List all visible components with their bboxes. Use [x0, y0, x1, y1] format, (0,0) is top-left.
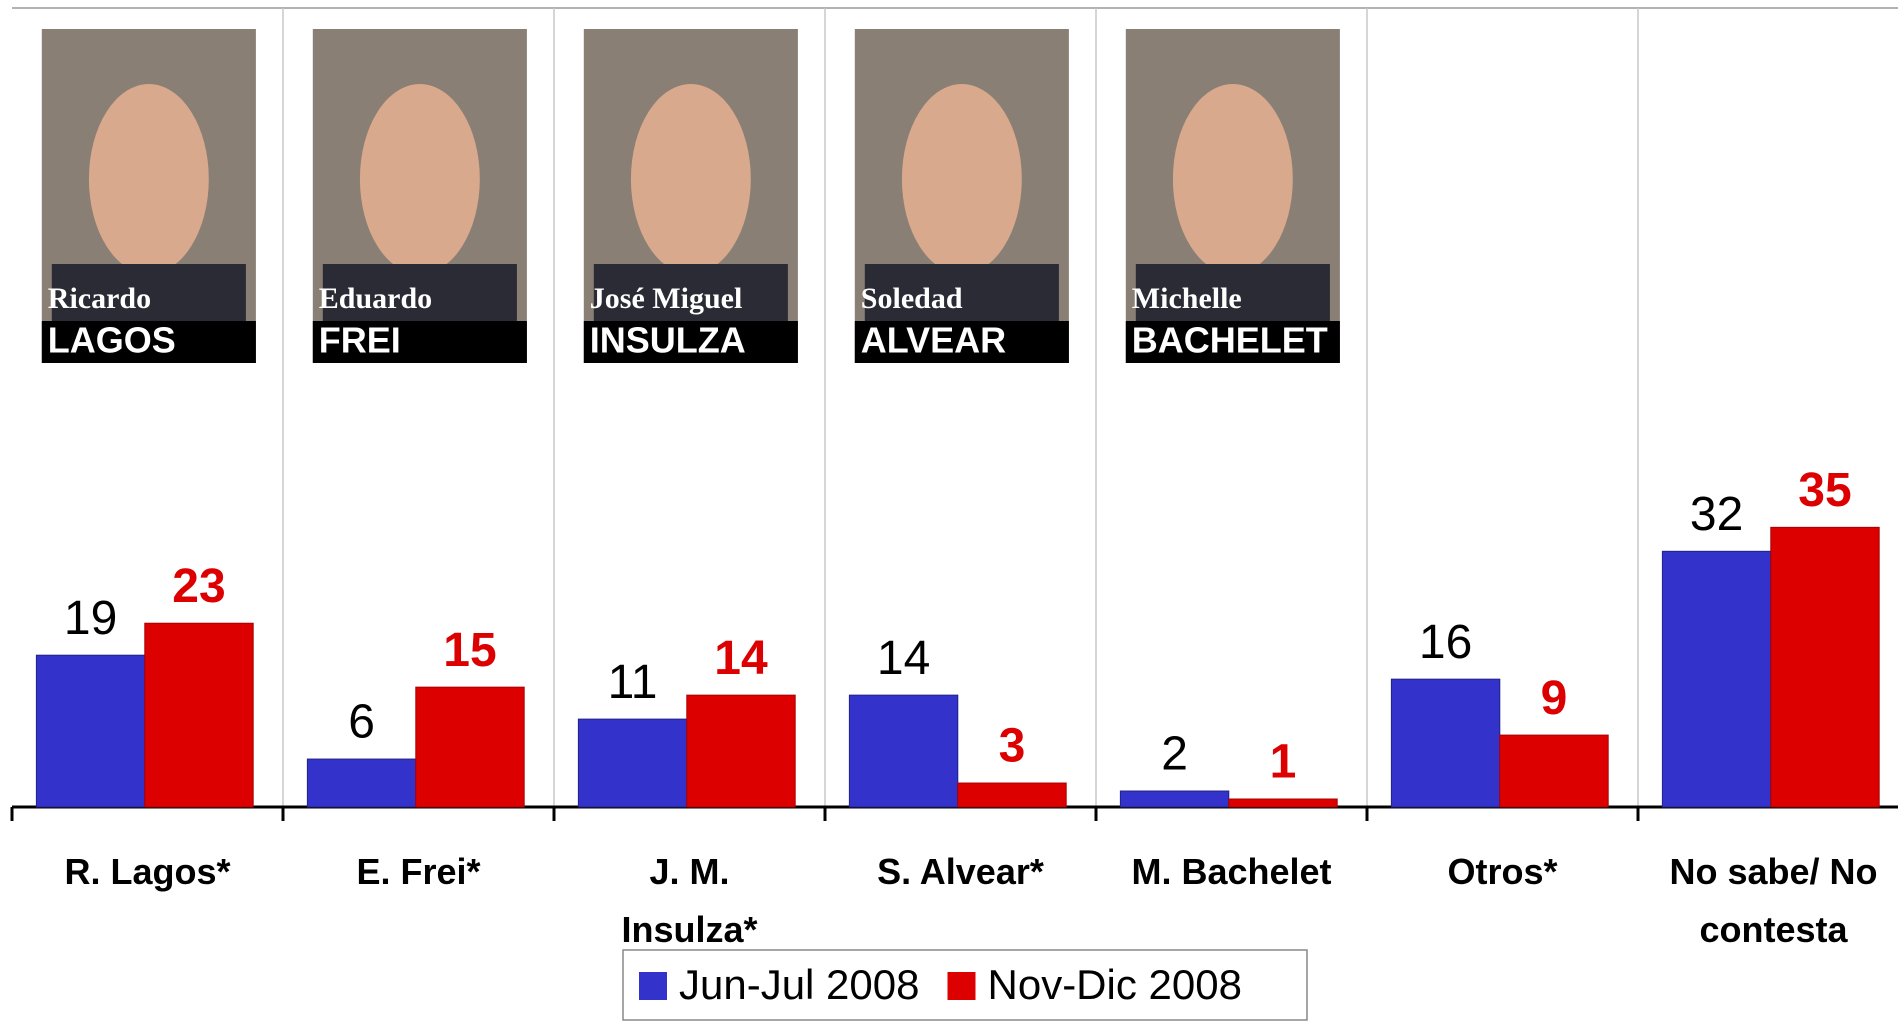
value-label: 35 [1798, 464, 1851, 517]
bar [35, 654, 146, 808]
x-tick-label: Otros* [1447, 851, 1557, 892]
photo-first-name: Michelle [1132, 282, 1242, 315]
photo-shoulders [593, 264, 788, 324]
bar [1119, 790, 1230, 808]
value-label: 1 [1270, 736, 1297, 789]
bar [1390, 678, 1501, 808]
x-tick-label: No sabe/ No contesta [1669, 851, 1877, 950]
photo-first-name: Soledad [861, 282, 963, 315]
x-tick-label: S. Alvear* [877, 851, 1044, 892]
bar [848, 694, 959, 808]
bar [144, 622, 254, 808]
value-label: 9 [1541, 672, 1568, 725]
photo-last-name: ALVEAR [861, 320, 1006, 361]
photo-last-name: BACHELET [1132, 320, 1328, 361]
photo-first-name: José Miguel [590, 282, 742, 315]
photo-caption-bg [583, 321, 798, 363]
value-label: 15 [443, 624, 496, 677]
value-label: 14 [877, 632, 930, 685]
photo-caption-bg [41, 321, 256, 363]
bar [577, 718, 688, 808]
bar [686, 694, 796, 808]
value-label: 3 [999, 720, 1026, 773]
value-label: 6 [348, 696, 375, 749]
value-label: 14 [714, 632, 768, 685]
legend-label: Nov-Dic 2008 [988, 961, 1242, 1008]
photo-caption-bg [854, 321, 1069, 363]
value-label: 2 [1161, 728, 1188, 781]
value-label: 11 [608, 656, 658, 709]
bar [1661, 550, 1772, 808]
value-label: 23 [172, 560, 225, 613]
value-label: 32 [1690, 488, 1743, 541]
value-label: 16 [1419, 616, 1472, 669]
photo-face [1172, 84, 1293, 274]
bar [415, 686, 525, 808]
photo-face [901, 84, 1022, 274]
photo-shoulders [51, 264, 246, 324]
photo-last-name: FREI [319, 320, 401, 361]
x-tick-label: E. Frei* [356, 851, 480, 892]
legend-swatch [947, 972, 976, 1000]
bar [1499, 734, 1609, 808]
bar [1770, 526, 1880, 808]
bar [306, 758, 417, 808]
x-tick-label: M. Bachelet [1131, 851, 1331, 892]
photo-first-name: Ricardo [48, 282, 151, 315]
legend-label: Jun-Jul 2008 [679, 961, 920, 1008]
photo-last-name: INSULZA [590, 320, 746, 361]
bar [957, 782, 1067, 808]
x-tick-label: J. M. Insulza* [621, 851, 757, 950]
photo-shoulders [322, 264, 517, 324]
photo-shoulders [1135, 264, 1330, 324]
photo-first-name: Eduardo [319, 282, 432, 315]
photo-caption-bg [312, 321, 527, 363]
bar [1228, 798, 1338, 808]
photo-caption-bg [1125, 321, 1340, 363]
photo-face [88, 84, 209, 274]
photo-shoulders [864, 264, 1059, 324]
value-label: 19 [64, 592, 117, 645]
photo-face [359, 84, 480, 274]
photo-face [630, 84, 751, 274]
legend-swatch [639, 972, 667, 1000]
photo-last-name: LAGOS [48, 320, 176, 361]
x-tick-label: R. Lagos* [64, 851, 230, 892]
